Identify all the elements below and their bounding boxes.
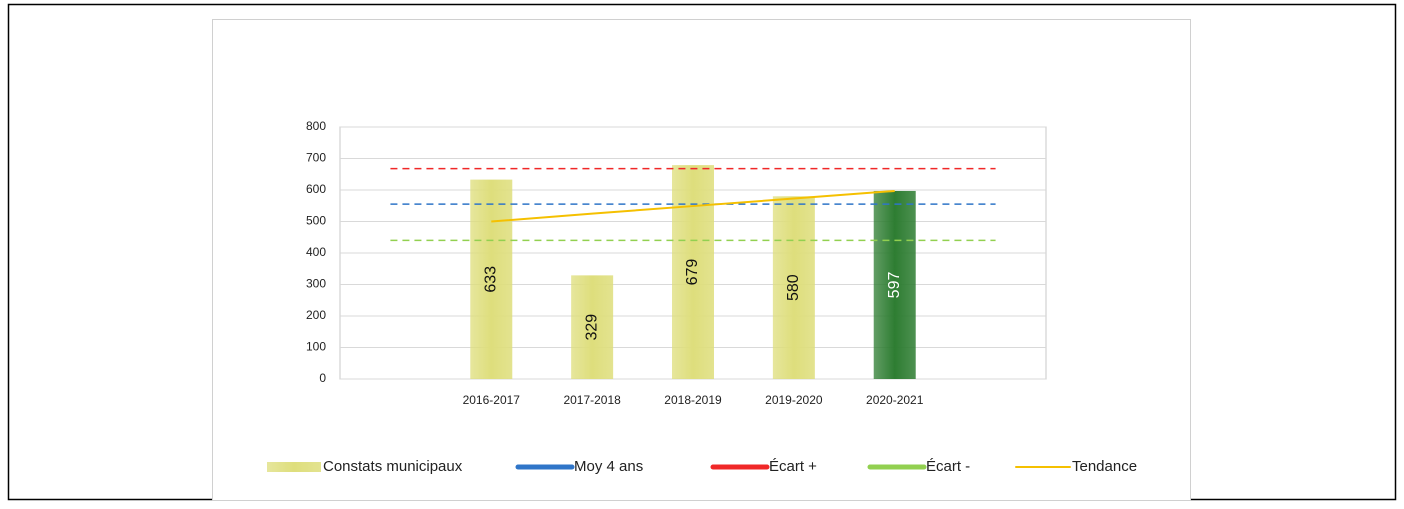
y-tick-label: 100 [306,340,326,354]
y-tick-label: 800 [306,119,326,133]
y-tick-label: 600 [306,182,326,196]
bar [571,275,614,379]
y-tick-label: 500 [306,214,326,228]
x-tick-label: 2018-2019 [664,393,722,407]
data-label: 329 [583,314,600,341]
legend-label: Écart + [769,458,817,475]
y-tick-label: 200 [306,308,326,322]
x-tick-label: 2016-2017 [463,393,521,407]
bar [772,196,815,379]
data-label: 580 [785,274,802,301]
x-tick-label: 2019-2020 [765,393,823,407]
legend-label: Constats municipaux [323,458,463,475]
x-tick-label: 2020-2021 [866,393,924,407]
y-tick-label: 0 [319,371,326,385]
x-tick-label: 2017-2018 [563,393,621,407]
legend-label: Écart - [926,458,970,475]
y-tick-label: 300 [306,277,326,291]
line-series [491,189,895,223]
data-label: 633 [483,266,500,293]
y-tick-label: 700 [306,151,326,165]
bar [672,165,714,379]
y-tick-label: 400 [306,245,326,259]
data-label: 679 [684,259,701,286]
legend-swatch [267,462,321,472]
legend-label: Tendance [1072,458,1137,475]
bar [470,179,513,379]
data-label: 597 [886,272,903,299]
legend-label: Moy 4 ans [574,458,643,475]
bar [873,190,916,379]
